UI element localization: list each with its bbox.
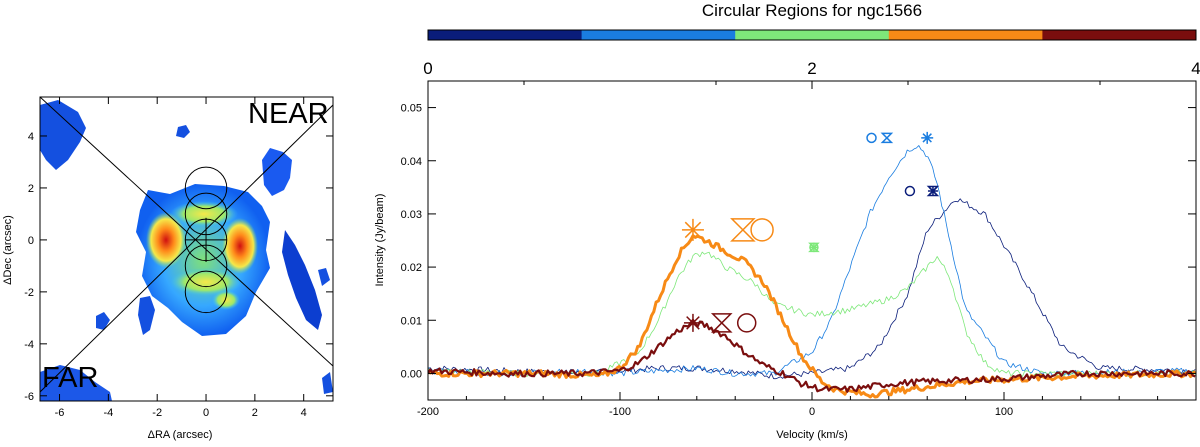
aperture-circle (184, 166, 228, 210)
colorbar-segment-1 (581, 30, 736, 40)
chart-title: Circular Regions for ngc1566 (702, 1, 922, 20)
map-ytick-label: 4 (28, 131, 34, 143)
spectra-y-axis-label: Intensity (Jy/beam) (374, 194, 386, 287)
colorbar-ticks: 0 2 4 (423, 59, 1200, 89)
series-line-region-1 (428, 145, 1196, 377)
emission-blob-small-b (176, 125, 190, 138)
emission-hotspot-lower (212, 290, 240, 310)
colorbar-segment-2 (735, 30, 890, 40)
spectra-ytick-label: 0.02 (401, 262, 422, 274)
region-4-peak-star (683, 313, 702, 332)
map-frame (39, 96, 334, 402)
spectra-xtick-label: 100 (995, 406, 1013, 418)
spectra-ytick-label: 0.04 (401, 156, 422, 168)
region-1-hourglass (880, 132, 894, 144)
spectra-ytick-label: 0.01 (401, 315, 422, 327)
emission-hotspot-left (146, 212, 186, 268)
far-label: FAR (42, 362, 98, 394)
spectra-xtick-label: -200 (417, 406, 439, 418)
series-line-region-4 (428, 318, 1196, 393)
map-ytick-label: -4 (24, 339, 34, 351)
emission-blob-small-a (138, 296, 155, 335)
emission-blob-arm-right (282, 230, 322, 330)
colorbar-tick-label: 2 (807, 59, 816, 78)
map-xtick-label: -4 (103, 407, 113, 419)
spectra-xtick-label: 0 (809, 406, 815, 418)
region-3-circle (750, 218, 774, 242)
spectra-frame (427, 80, 1197, 401)
emission-blob-small-d (318, 268, 330, 286)
emission-hotspot-top (170, 201, 238, 227)
region-4-circle (736, 313, 757, 333)
map-xtick-label: -6 (55, 407, 65, 419)
diagonal-major-axis (40, 97, 333, 367)
spectra-ytick-label: 0.03 (401, 209, 422, 221)
map-x-axis-label: ΔRA (arcsec) (148, 429, 213, 441)
near-label: NEAR (248, 98, 329, 130)
region-3-hourglass (730, 218, 756, 242)
map-apertures (184, 166, 228, 314)
series-line-region-0 (428, 198, 1196, 380)
map-xtick-label: 0 (203, 407, 209, 419)
diagonal-minor-axis (40, 104, 333, 393)
emission-blob-small-e (322, 372, 333, 394)
spectra-panel: Circular Regions for ngc1566 0 2 4 -200 -10… (374, 1, 1200, 441)
spectra-ticks: -200 -100 0 100 0.00 0.01 0.02 0.03 0.04 0.05 (401, 103, 1196, 418)
spectra-ytick-label: 0.05 (401, 103, 422, 115)
emission-hotspot-right (222, 218, 258, 274)
colorbar-segment-4 (1042, 30, 1197, 40)
colorbar-frame (427, 29, 1197, 41)
emission-hotspot-bottom (170, 268, 242, 296)
map-ticks: -6 -4 -2 0 2 4 -6 -4 -2 0 2 4 (24, 97, 333, 419)
moment-map-panel: NEAR FAR -6 -4 -2 0 2 4 -6 -4 -2 0 2 4 ΔRA (arcsec)… (2, 96, 334, 441)
colorbar (427, 29, 1197, 41)
spectra-markers (681, 131, 940, 333)
region-2-circle (809, 242, 819, 253)
map-ytick-label: 0 (28, 235, 34, 247)
colorbar-tick-label: 4 (1191, 59, 1200, 78)
map-ytick-label: -6 (24, 391, 34, 403)
spectra-x-axis-label: Velocity (km/s) (776, 429, 848, 441)
map-ytick-label: -2 (24, 287, 34, 299)
map-xtick-label: -2 (152, 407, 162, 419)
region-0-circle (904, 185, 916, 197)
emission-blob-upper-right (262, 148, 292, 196)
region-1-circle (866, 132, 877, 144)
spectra-ytick-label: 0.00 (401, 368, 422, 380)
region-1-peak-star (921, 131, 934, 144)
colorbar-segment-3 (888, 30, 1043, 40)
region-3-peak-star (681, 218, 704, 241)
emission-blob-outer-left (40, 100, 86, 170)
emission-blob-small-c (96, 312, 110, 330)
map-ytick-label: 2 (28, 183, 34, 195)
colorbar-tick-label: 0 (423, 59, 432, 78)
region-0-peak-star (927, 186, 938, 197)
region-4-hourglass (710, 313, 733, 333)
colorbar-segment-0 (428, 30, 583, 40)
spectra-xtick-label: -100 (609, 406, 631, 418)
spectra-series (428, 145, 1196, 399)
map-xtick-label: 4 (301, 407, 307, 419)
aperture-circle (184, 270, 228, 314)
map-xtick-label: 2 (252, 407, 258, 419)
map-y-axis-label: ΔDec (arcsec) (2, 215, 14, 285)
